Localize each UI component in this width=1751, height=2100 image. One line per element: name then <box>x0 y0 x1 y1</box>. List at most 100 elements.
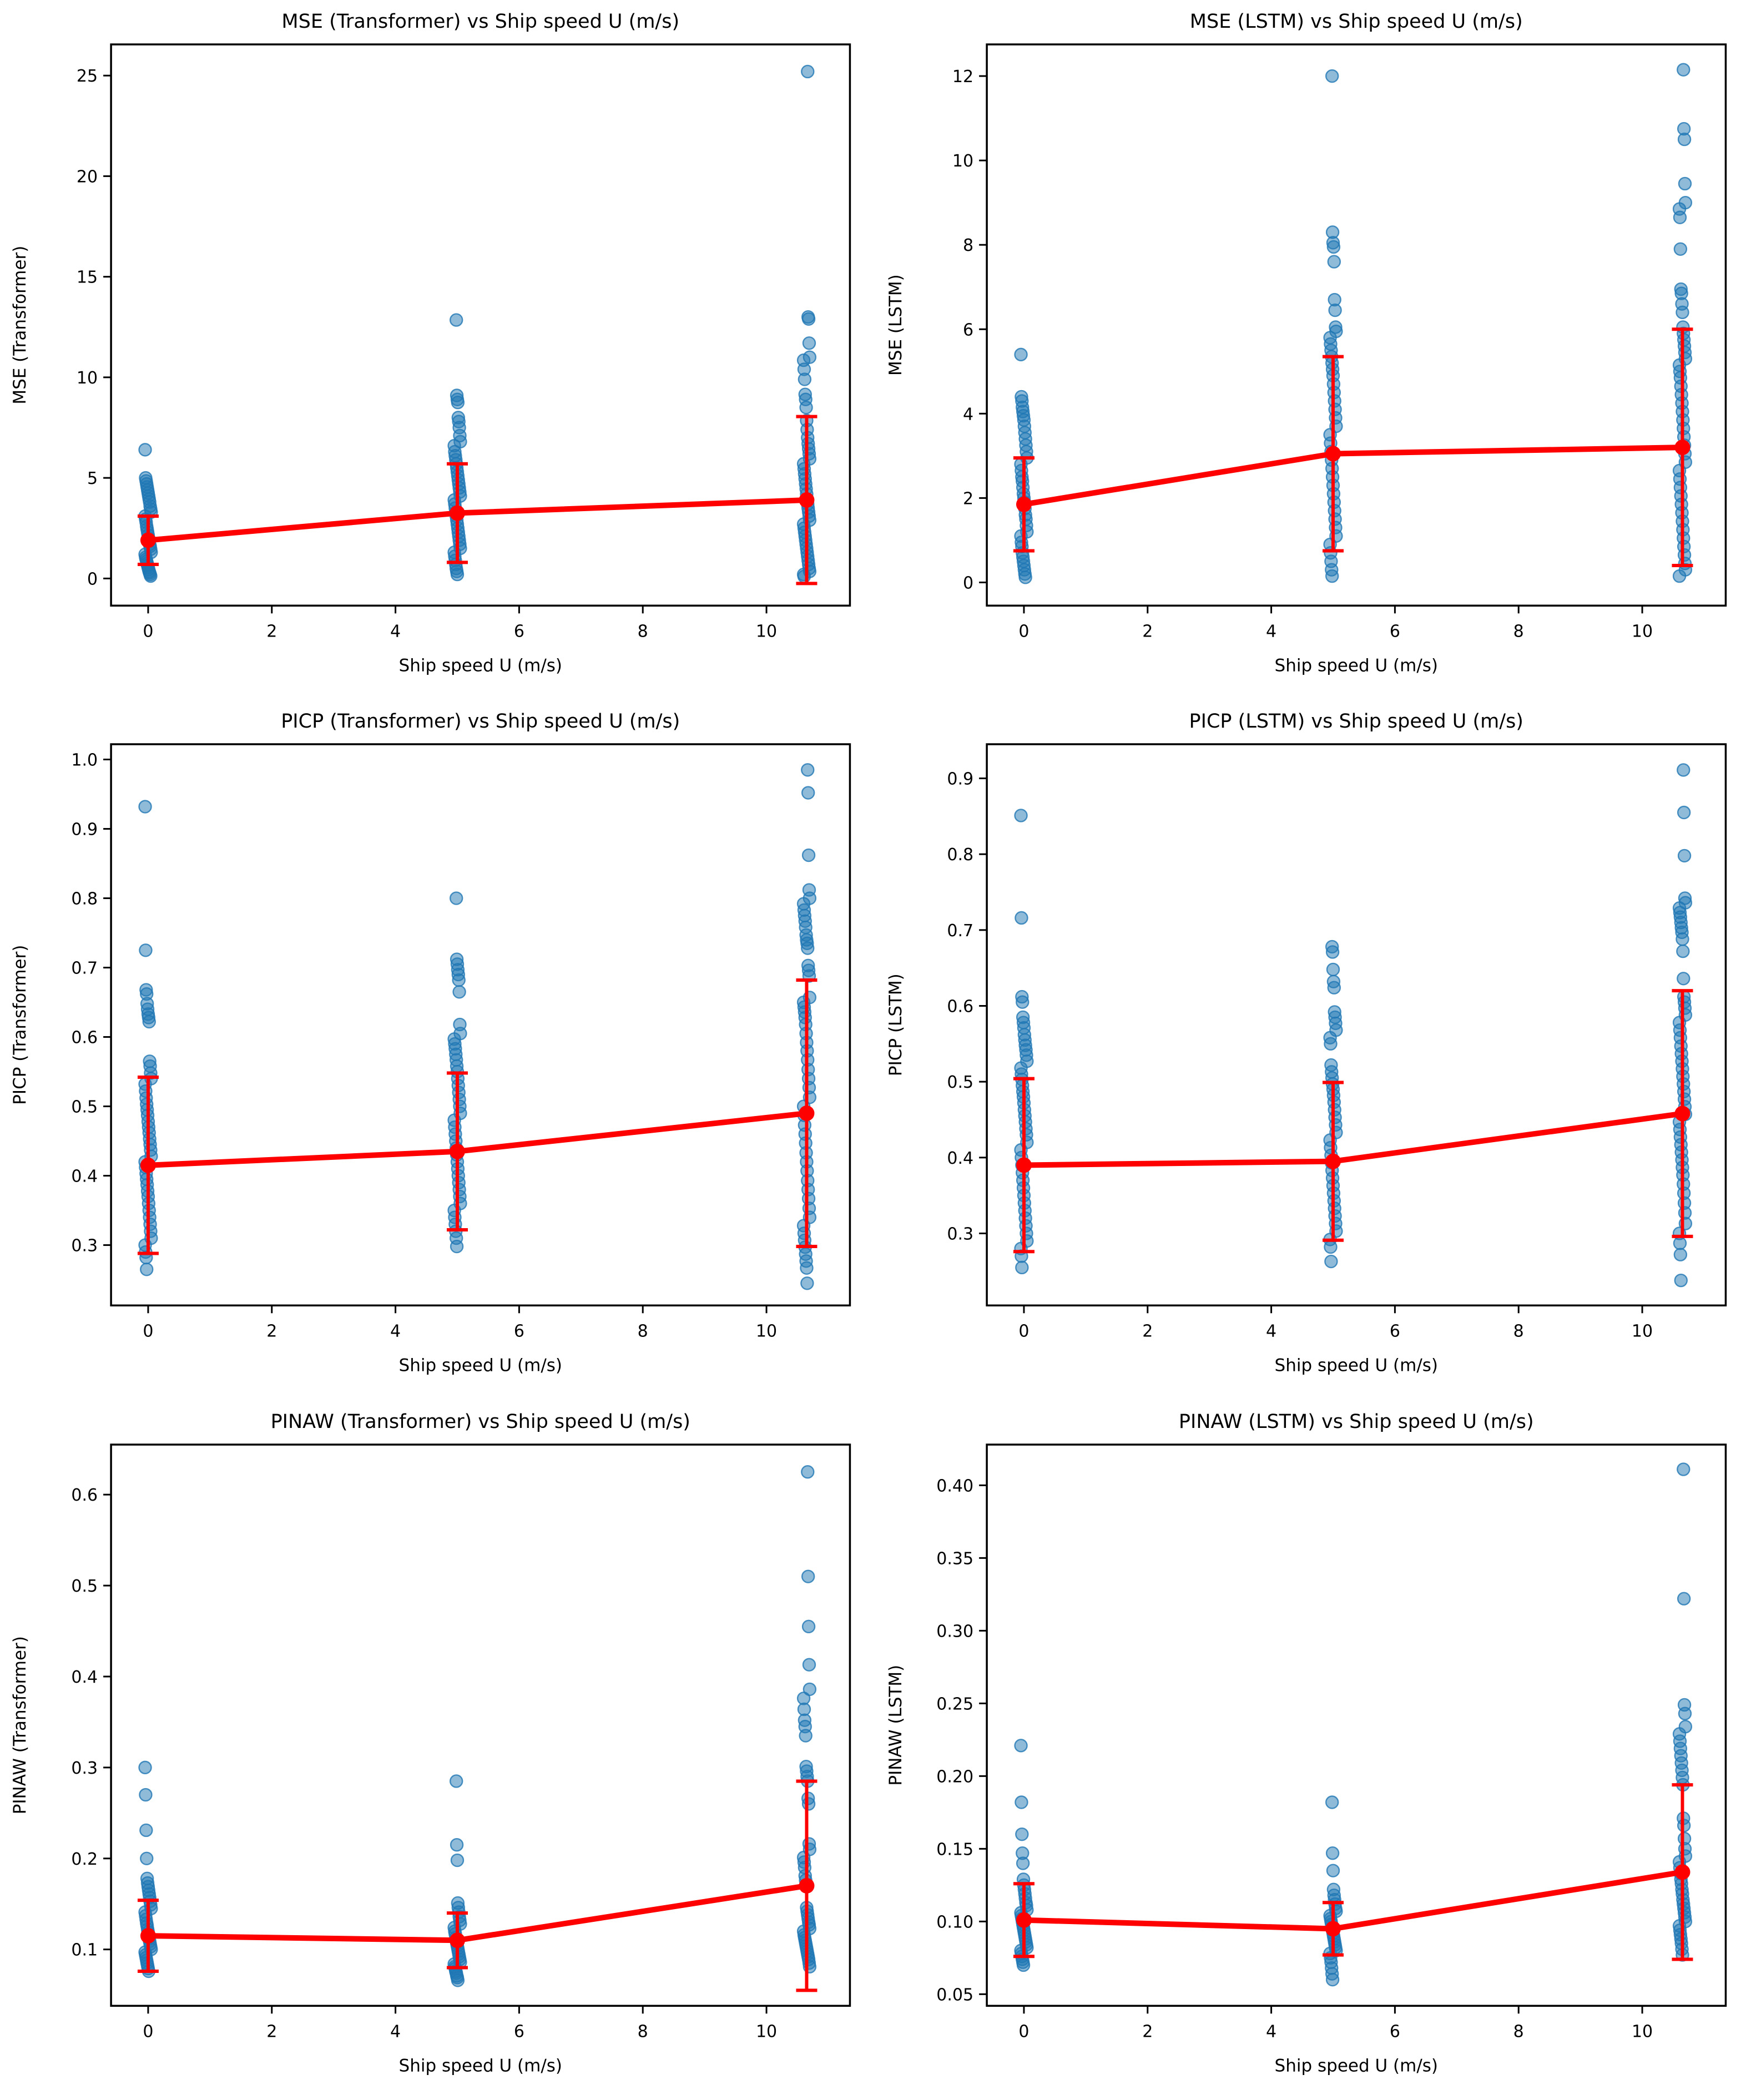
y-tick-label: 0 <box>87 569 98 589</box>
chart-picp-transformer: PICP (Transformer) vs Ship speed U (m/s)… <box>0 700 876 1400</box>
mean-point <box>1674 440 1690 456</box>
x-tick-label: 8 <box>638 1322 648 1341</box>
scatter-point <box>1678 176 1692 191</box>
mean-point <box>140 1158 156 1174</box>
scatter-point <box>1323 1240 1338 1254</box>
x-tick-label: 0 <box>143 2022 153 2041</box>
plot-border <box>985 43 1727 607</box>
scatter-point <box>801 1796 816 1811</box>
y-tick-label: 0.9 <box>947 770 973 789</box>
x-tick-label: 4 <box>1266 622 1276 641</box>
y-tick-label: 0.5 <box>71 1098 98 1117</box>
y-tick-label: 15 <box>77 268 98 287</box>
y-tick-label: 0.4 <box>71 1668 98 1687</box>
scatter-point <box>799 401 813 415</box>
axis-ticks: 0 2 4 6 8 10 0.3 0.4 0.5 0.6 0.7 0.8 0.9 1.0 <box>71 751 777 1341</box>
scatter-point <box>450 1853 465 1867</box>
scatter-point <box>1327 981 1341 995</box>
x-axis-label: Ship speed U (m/s) <box>1274 1356 1438 1376</box>
mean-errorbar-series <box>137 978 818 1255</box>
scatter-point <box>1013 1738 1028 1753</box>
scatter-point <box>1325 1846 1339 1860</box>
panel-background <box>875 700 1751 1400</box>
mean-point <box>1674 1105 1690 1122</box>
y-tick-label: 1.0 <box>71 751 98 770</box>
x-tick-label: 2 <box>266 1322 277 1341</box>
y-tick-label: 0.3 <box>71 1759 98 1778</box>
x-tick-label: 2 <box>1142 622 1153 641</box>
y-tick-label: 4 <box>962 405 973 424</box>
panel-background <box>875 1400 1751 2100</box>
y-axis-label: MSE (LSTM) <box>886 274 906 376</box>
chart-title: MSE (LSTM) vs Ship speed U (m/s) <box>1189 11 1522 33</box>
y-tick-label: 0.05 <box>936 1985 973 2005</box>
scatter-point <box>801 1619 816 1633</box>
scatter-point <box>1018 571 1032 584</box>
panel-pinaw-lstm: PINAW (LSTM) vs Ship speed U (m/s) PINAW … <box>875 1400 1751 2100</box>
x-tick-label: 0 <box>143 622 153 641</box>
scatter-point <box>1676 1462 1690 1476</box>
y-tick-label: 0.35 <box>936 1549 973 1568</box>
x-tick-label: 6 <box>514 622 524 641</box>
y-tick-label: 0.6 <box>71 1486 98 1505</box>
scatter-point <box>451 395 465 410</box>
y-tick-label: 0.30 <box>936 1622 973 1641</box>
scatter-point <box>138 800 152 814</box>
scatter-point <box>800 1261 814 1275</box>
scatter-point <box>1676 63 1690 77</box>
scatter-point <box>1326 1864 1340 1877</box>
scatter-point <box>1327 255 1341 269</box>
mean-point <box>1325 1153 1341 1169</box>
x-tick-label: 8 <box>1513 2022 1523 2041</box>
x-tick-label: 0 <box>143 1322 153 1341</box>
chart-pinaw-lstm: PINAW (LSTM) vs Ship speed U (m/s) PINAW … <box>875 1400 1751 2100</box>
y-tick-label: 20 <box>77 167 98 186</box>
scatter-point <box>801 763 815 777</box>
y-tick-label: 10 <box>77 368 98 388</box>
mean-point <box>449 505 465 521</box>
y-tick-label: 0.7 <box>71 959 98 978</box>
y-tick-label: 0.15 <box>936 1840 973 1859</box>
scatter-point <box>797 569 811 583</box>
scatter-point <box>1677 132 1691 147</box>
y-tick-label: 0.4 <box>947 1149 973 1168</box>
x-tick-label: 2 <box>1142 2022 1153 2041</box>
mean-point <box>1016 1157 1032 1173</box>
scatter-point <box>1673 210 1687 224</box>
x-tick-label: 10 <box>756 622 777 641</box>
axis-ticks: 0 2 4 6 8 10 0 2 4 6 8 10 12 <box>952 67 1652 641</box>
chart-title: PICP (Transformer) vs Ship speed U (m/s) <box>281 710 680 733</box>
y-tick-label: 25 <box>77 67 98 86</box>
y-tick-label: 0.10 <box>936 1912 973 1932</box>
x-tick-label: 2 <box>266 2022 277 2041</box>
scatter-point <box>1674 1274 1688 1288</box>
scatter-point <box>1675 932 1689 946</box>
mean-point <box>1325 1921 1341 1937</box>
x-tick-label: 6 <box>1389 2022 1400 2041</box>
chart-picp-lstm: PICP (LSTM) vs Ship speed U (m/s) PICP (L… <box>875 700 1751 1400</box>
scatter-point <box>450 1240 464 1254</box>
scatter-point <box>139 1823 153 1837</box>
chart-title: PICP (LSTM) vs Ship speed U (m/s) <box>1189 710 1523 733</box>
scatter-point <box>1328 303 1342 317</box>
axis-ticks: 0 2 4 6 8 10 0.1 0.2 0.3 0.4 0.5 0.6 <box>71 1486 777 2041</box>
scatter-point <box>1325 69 1339 83</box>
plot-border <box>110 1443 851 2007</box>
x-tick-label: 2 <box>1142 1322 1153 1341</box>
mean-point <box>799 1105 815 1122</box>
plot-border <box>985 1443 1727 2007</box>
y-tick-label: 5 <box>87 469 98 488</box>
y-tick-label: 0.3 <box>947 1225 973 1244</box>
x-tick-label: 4 <box>390 1322 401 1341</box>
x-tick-label: 8 <box>638 622 648 641</box>
scatter-point <box>142 1015 156 1029</box>
x-tick-label: 0 <box>1018 622 1029 641</box>
mean-point <box>799 492 815 508</box>
scatter-point <box>1325 1795 1339 1809</box>
x-tick-label: 10 <box>1631 1322 1652 1341</box>
x-tick-label: 10 <box>756 2022 777 2041</box>
x-tick-label: 8 <box>638 2022 648 2041</box>
y-tick-label: 0.8 <box>947 846 973 865</box>
chart-title: PINAW (Transformer) vs Ship speed U (m/s… <box>271 1411 690 1433</box>
